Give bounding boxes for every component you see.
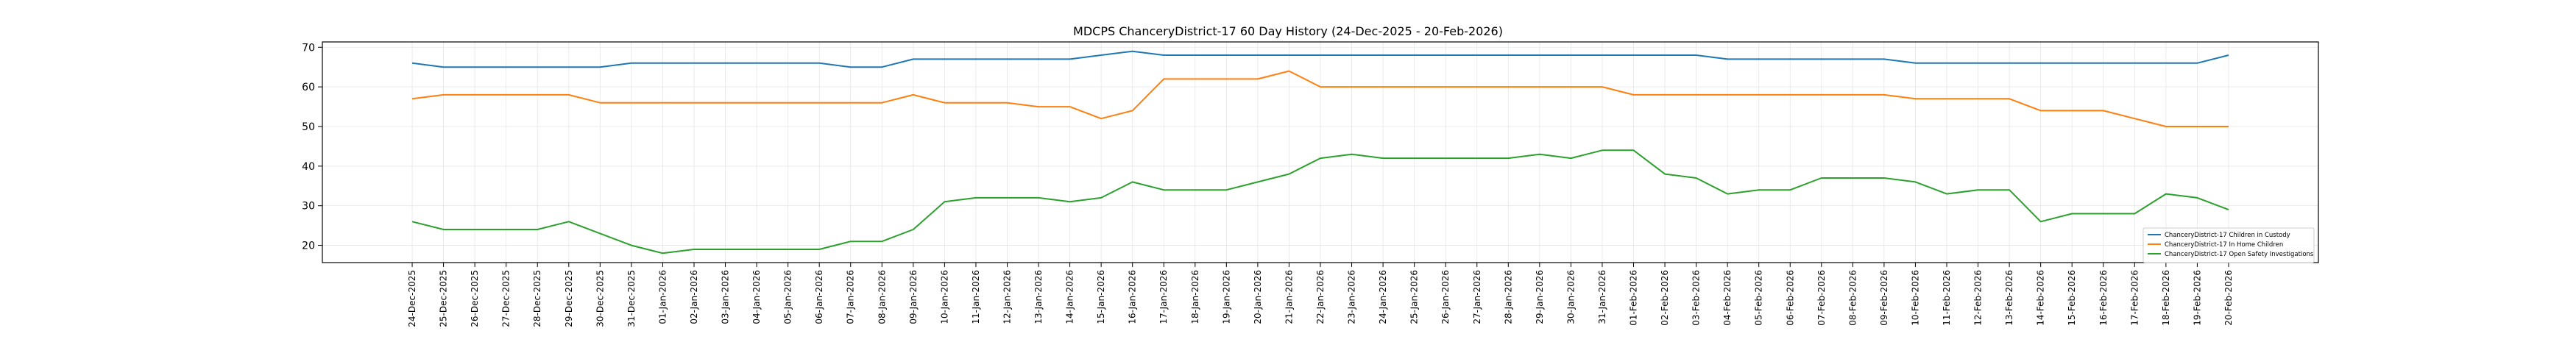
x-tick-label: 27-Dec-2025: [501, 270, 512, 327]
x-tick-label: 21-Jan-2026: [1284, 270, 1294, 324]
x-tick-label: 16-Feb-2026: [2098, 270, 2109, 326]
x-tick-label: 10-Jan-2026: [939, 270, 949, 324]
x-tick-label: 27-Jan-2026: [1472, 270, 1482, 324]
x-tick-label: 25-Dec-2025: [439, 270, 449, 327]
x-tick-label: 13-Jan-2026: [1033, 270, 1044, 324]
x-tick-label: 09-Feb-2026: [1879, 270, 1889, 326]
x-tick-label: 23-Jan-2026: [1347, 270, 1357, 324]
x-tick-label: 02-Feb-2026: [1660, 270, 1670, 326]
y-tick-label: 30: [302, 201, 315, 213]
x-tick-label: 11-Jan-2026: [971, 270, 981, 324]
legend-label-1: ChanceryDistrict-17 Children in Custody: [2165, 232, 2290, 239]
x-tick-label: 13-Feb-2026: [2004, 270, 2014, 326]
x-tick-label: 01-Jan-2026: [657, 270, 668, 324]
series-line-1: [411, 50, 2229, 68]
x-tick-label: 12-Feb-2026: [1973, 270, 1984, 326]
x-tick-label: 07-Feb-2026: [1816, 270, 1827, 326]
series-line-2: [411, 70, 2229, 127]
x-tick-label: 14-Feb-2026: [2036, 270, 2046, 326]
x-tick-label: 28-Jan-2026: [1503, 270, 1513, 324]
legend-box: [2142, 227, 2315, 263]
legend: ChanceryDistrict-17 Children in Custody C…: [2142, 227, 2315, 263]
x-tick-label: 02-Jan-2026: [689, 270, 699, 324]
x-tick-label: 26-Jan-2026: [1440, 270, 1451, 324]
grid: [322, 42, 2318, 263]
series-lines: [411, 50, 2229, 254]
x-tick-label: 09-Jan-2026: [908, 270, 919, 324]
x-tick-label: 26-Dec-2025: [470, 270, 480, 327]
x-tick-label: 20-Feb-2026: [2223, 270, 2234, 326]
x-tick-label: 01-Feb-2026: [1629, 270, 1639, 326]
x-tick-label: 20-Jan-2026: [1253, 270, 1263, 324]
x-tick-label: 15-Feb-2026: [2067, 270, 2077, 326]
x-tick-label: 31-Dec-2025: [626, 270, 637, 327]
x-tick-label: 24-Jan-2026: [1378, 270, 1388, 324]
y-tick-label: 60: [302, 82, 315, 93]
x-tick-label: 05-Jan-2026: [783, 270, 793, 324]
x-tick-label: 11-Feb-2026: [1942, 270, 1952, 326]
x-tick-label: 28-Dec-2025: [532, 270, 542, 327]
series-line-3: [411, 149, 2229, 254]
x-tick-label: 15-Jan-2026: [1096, 270, 1106, 324]
x-axis: 24-Dec-2025 25-Dec-2025 26-Dec-2025 27-Dec-…: [407, 263, 2234, 327]
x-tick-label: 29-Dec-2025: [564, 270, 574, 327]
x-tick-label: 10-Feb-2026: [1910, 270, 1920, 326]
y-tick-label: 70: [302, 42, 315, 54]
x-tick-label: 07-Jan-2026: [846, 270, 856, 324]
x-tick-label: 31-Jan-2026: [1597, 270, 1607, 324]
x-tick-label: 14-Jan-2026: [1065, 270, 1075, 324]
x-tick-label: 17-Feb-2026: [2129, 270, 2140, 326]
x-tick-label: 19-Jan-2026: [1221, 270, 1231, 324]
y-tick-label: 50: [302, 121, 315, 133]
legend-label-3: ChanceryDistrict-17 Open Safety Investig…: [2165, 251, 2314, 258]
x-tick-label: 18-Feb-2026: [2161, 270, 2171, 326]
x-tick-label: 03-Feb-2026: [1691, 270, 1702, 326]
x-tick-label: 17-Jan-2026: [1158, 270, 1169, 324]
x-tick-label: 24-Dec-2025: [407, 270, 417, 327]
y-tick-label: 20: [302, 241, 315, 252]
x-tick-label: 16-Jan-2026: [1128, 270, 1138, 324]
x-tick-label: 30-Dec-2025: [595, 270, 605, 327]
x-tick-label: 06-Feb-2026: [1785, 270, 1795, 326]
x-tick-label: 04-Jan-2026: [751, 270, 762, 324]
y-axis: 20 30 40 50 60 70: [302, 42, 322, 252]
x-tick-label: 04-Feb-2026: [1722, 270, 1733, 326]
x-tick-label: 08-Jan-2026: [877, 270, 887, 324]
x-tick-label: 18-Jan-2026: [1190, 270, 1200, 324]
x-tick-label: 25-Jan-2026: [1409, 270, 1420, 324]
x-tick-label: 06-Jan-2026: [814, 270, 824, 324]
x-tick-label: 30-Jan-2026: [1565, 270, 1576, 324]
x-tick-label: 29-Jan-2026: [1535, 270, 1545, 324]
x-tick-label: 19-Feb-2026: [2192, 270, 2202, 326]
x-tick-label: 12-Jan-2026: [1002, 270, 1012, 324]
x-tick-label: 22-Jan-2026: [1315, 270, 1326, 324]
x-tick-label: 05-Feb-2026: [1754, 270, 1764, 326]
y-tick-label: 40: [302, 161, 315, 173]
x-tick-label: 03-Jan-2026: [721, 270, 731, 324]
legend-label-2: ChanceryDistrict-17 In Home Children: [2165, 241, 2283, 249]
chart-title: MDCPS ChanceryDistrict-17 60 Day History…: [1073, 24, 1503, 38]
x-tick-label: 08-Feb-2026: [1847, 270, 1858, 326]
